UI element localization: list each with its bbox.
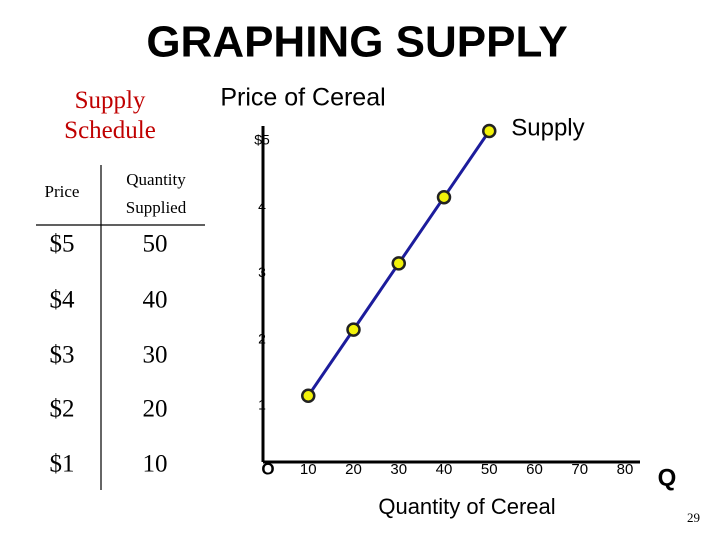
y-tick-label: 1	[258, 397, 266, 413]
data-point	[482, 123, 497, 139]
table-cell: 10	[143, 451, 168, 478]
table-cell: 50	[143, 231, 168, 258]
x-tick-label: 30	[390, 461, 407, 478]
table-cell: 30	[143, 342, 168, 369]
x-tick-label: 40	[436, 461, 453, 478]
table-caption: Supply Schedule	[64, 87, 156, 144]
x-axis-title: Quantity of Cereal	[378, 494, 555, 519]
table-cell: $4	[50, 287, 76, 314]
table-cell: 20	[143, 396, 168, 423]
table-header: Price	[45, 182, 80, 201]
data-point	[301, 388, 316, 404]
y-tick-label: 2	[258, 330, 266, 346]
table-header: Quantity Supplied	[125, 170, 187, 217]
x-tick-label: O	[261, 459, 274, 478]
data-point	[436, 189, 452, 205]
y-axis-title: Price of Cereal	[220, 84, 385, 112]
slide-title: GRAPHING SUPPLY	[146, 18, 567, 67]
table-cell: $1	[50, 451, 75, 478]
data-point	[391, 256, 406, 271]
table-cell: $3	[50, 342, 75, 369]
y-tick-label: 3	[258, 264, 266, 280]
x-tick-label: 70	[571, 461, 588, 478]
x-tick-label: 20	[345, 461, 362, 478]
x-tick-label: 60	[526, 461, 543, 478]
table-cell: 40	[143, 287, 168, 314]
table-cell: $2	[50, 396, 75, 423]
y-tick-label: $5	[254, 132, 270, 148]
table-cell: $5	[50, 231, 75, 258]
x-tick-label: 10	[300, 461, 317, 478]
y-tick-label: 4	[258, 198, 266, 214]
x-tick-label: 50	[481, 461, 498, 478]
series-label: Supply	[511, 114, 584, 141]
x-tick-label: 80	[617, 461, 634, 478]
axis-symbol: Q	[658, 464, 677, 491]
page-number: 29	[687, 510, 700, 525]
data-point	[346, 322, 361, 337]
